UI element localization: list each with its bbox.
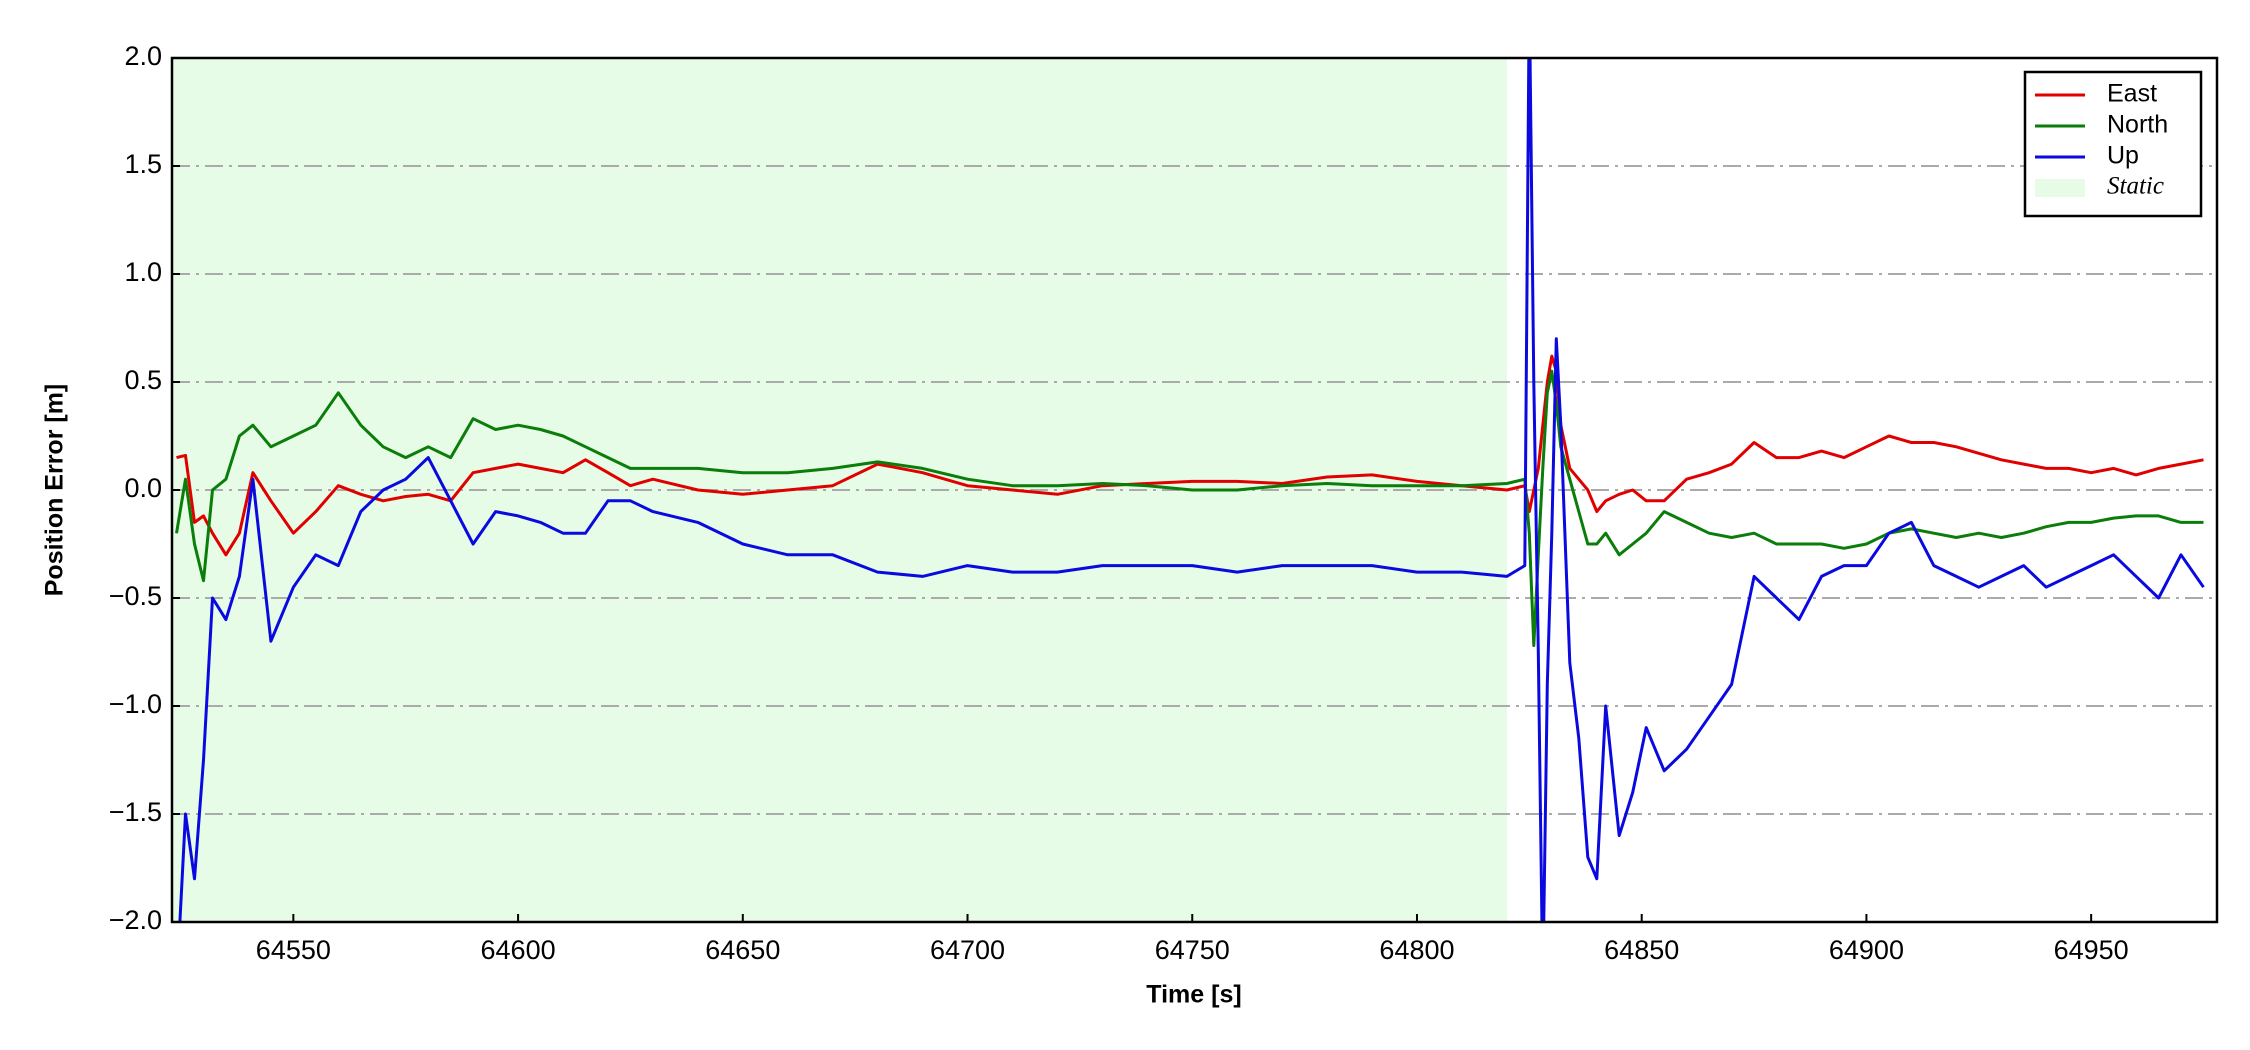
legend-label: North bbox=[2107, 111, 2168, 139]
x-tick-label: 64800 bbox=[1379, 935, 1454, 965]
legend-swatch bbox=[2035, 179, 2085, 197]
plot-lines bbox=[175, 58, 2205, 922]
x-tick-label: 64850 bbox=[1604, 935, 1679, 965]
x-tick-label: 64550 bbox=[256, 935, 331, 965]
y-tick-label: −1.5 bbox=[109, 797, 162, 827]
plot-background bbox=[172, 57, 2217, 923]
x-tick-label: 64700 bbox=[930, 935, 1005, 965]
legend-label: Up bbox=[2107, 142, 2139, 170]
y-tick-label: −2.0 bbox=[109, 905, 162, 935]
y-tick-label: 1.0 bbox=[124, 257, 162, 287]
y-tick-label: 2.0 bbox=[124, 41, 162, 71]
x-tick-label: 64600 bbox=[481, 935, 556, 965]
series-line bbox=[175, 369, 2204, 647]
y-tick-label: −1.0 bbox=[109, 689, 162, 719]
x-tick-label: 64650 bbox=[705, 935, 780, 965]
legend-label: Static bbox=[2107, 173, 2164, 200]
x-tick-label: 64950 bbox=[2054, 935, 2129, 965]
legend-label: East bbox=[2107, 80, 2157, 108]
y-tick-label: 0.0 bbox=[124, 473, 162, 503]
series-line bbox=[178, 58, 2205, 922]
x-tick-label: 64750 bbox=[1155, 935, 1230, 965]
x-tick-label: 64900 bbox=[1829, 935, 1904, 965]
y-axis-label: Position Error [m] bbox=[41, 384, 69, 597]
x-axis-label: Time [s] bbox=[1146, 981, 1241, 1009]
y-tick-label: −0.5 bbox=[109, 581, 162, 611]
y-tick-label: 0.5 bbox=[124, 365, 162, 395]
y-tick-label: 1.5 bbox=[124, 149, 162, 179]
